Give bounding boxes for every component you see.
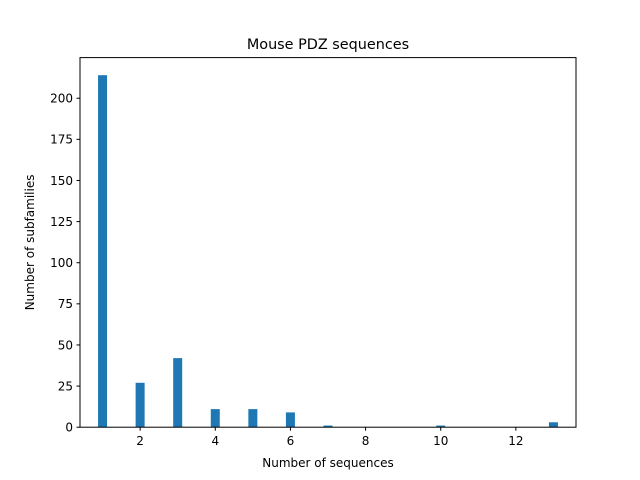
bar-1 <box>98 75 108 428</box>
bar-6 <box>285 412 295 428</box>
bars-group <box>98 75 558 428</box>
plot-frame <box>79 57 577 428</box>
x-tick-label: 2 <box>136 434 144 448</box>
bar-4 <box>210 409 220 428</box>
bar-5 <box>248 409 258 428</box>
bar-10 <box>436 425 446 428</box>
y-axis-label: Number of subfamilies <box>23 175 37 311</box>
chart-title: Mouse PDZ sequences <box>247 37 409 53</box>
x-tick-label: 12 <box>508 434 523 448</box>
y-tick-label: 150 <box>50 174 73 188</box>
x-tick-label: 6 <box>287 434 295 448</box>
x-tick-label: 8 <box>362 434 370 448</box>
y-tick-label: 125 <box>50 215 73 229</box>
bar-2 <box>135 382 145 428</box>
bar-13 <box>548 422 558 428</box>
y-tick-label: 200 <box>50 92 73 106</box>
x-tick-label: 10 <box>433 434 448 448</box>
bar-7 <box>323 425 333 428</box>
bar-3 <box>173 358 183 428</box>
y-tick-label: 0 <box>65 421 73 435</box>
y-tick-label: 75 <box>58 297 73 311</box>
y-tick-label: 50 <box>58 338 73 352</box>
y-tick-label: 100 <box>50 256 73 270</box>
x-axis-ticks: 2 4 6 8 10 12 <box>136 427 524 448</box>
y-tick-label: 175 <box>50 133 73 147</box>
y-axis-ticks: 0 25 50 75 100 125 150 175 200 <box>50 92 80 435</box>
x-axis-label: Number of sequences <box>262 456 393 470</box>
y-tick-label: 25 <box>58 379 73 393</box>
x-tick-label: 4 <box>211 434 219 448</box>
